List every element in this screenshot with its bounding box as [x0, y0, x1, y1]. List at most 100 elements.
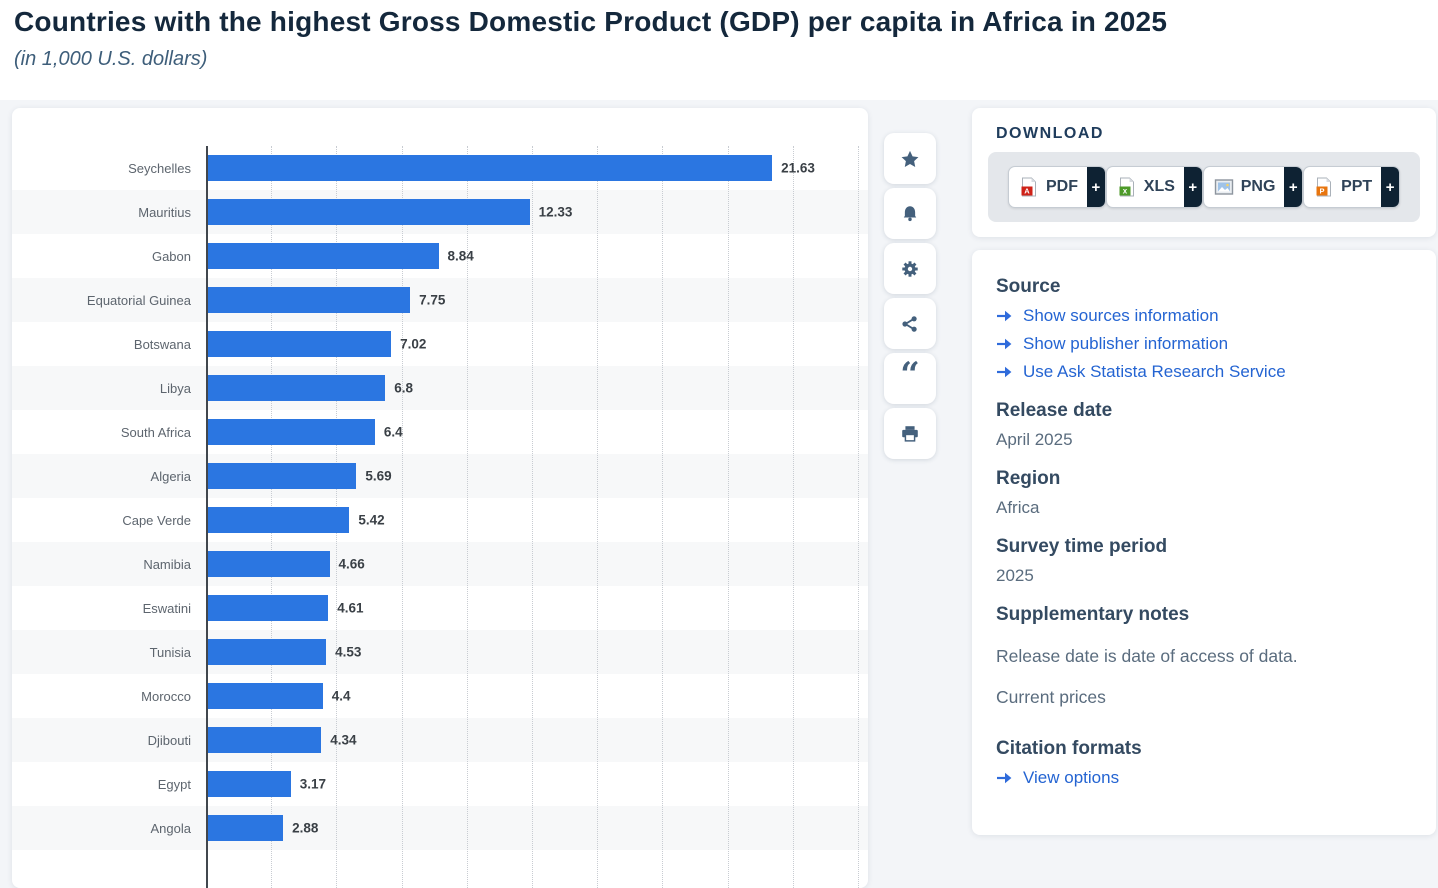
arrow-icon — [997, 772, 1012, 784]
value-label: 2.88 — [292, 820, 319, 836]
plot-area: 4.53 — [206, 630, 858, 674]
chart-row: Equatorial Guinea 7.75 — [12, 278, 868, 322]
pdf-button-body: A PDF — [1009, 167, 1087, 207]
citation-formats-heading: Citation formats — [996, 738, 1142, 759]
ask-statista-link-label: Use Ask Statista Research Service — [1023, 362, 1286, 381]
plot-area: 6.4 — [206, 410, 858, 454]
show-sources-link-label: Show sources information — [1023, 306, 1219, 325]
download-ppt-button[interactable]: P PPT + — [1303, 166, 1400, 208]
supplementary-note: Current prices — [996, 687, 1106, 707]
arrow-icon — [997, 310, 1012, 322]
quote-icon: “ — [900, 354, 920, 395]
chart-row: Tunisia 4.53 — [12, 630, 868, 674]
plot-area: 4.34 — [206, 718, 858, 762]
page-header — [0, 0, 1438, 100]
bar[interactable] — [208, 463, 357, 489]
plot-area: 4.66 — [206, 542, 858, 586]
bar[interactable] — [208, 199, 530, 225]
pdf-plus-button[interactable]: + — [1087, 167, 1105, 207]
category-label: Algeria — [150, 468, 191, 484]
bar[interactable] — [208, 507, 350, 533]
survey-time-period-heading: Survey time period — [996, 536, 1168, 557]
category-label: Angola — [150, 820, 191, 836]
xls-plus-button[interactable]: + — [1183, 167, 1202, 207]
plot-area: 5.69 — [206, 454, 858, 498]
bar[interactable] — [208, 727, 322, 753]
category-label: Cape Verde — [122, 512, 191, 528]
plot-area: 12.33 — [206, 190, 858, 234]
chart-row: Djibouti 4.34 — [12, 718, 868, 762]
bar[interactable] — [208, 155, 773, 181]
value-label: 7.75 — [419, 292, 446, 308]
ppt-file-icon: P — [1316, 177, 1332, 197]
notification-button[interactable] — [884, 188, 936, 239]
bar[interactable] — [208, 331, 392, 357]
ask-statista-link[interactable]: Use Ask Statista Research Service — [996, 362, 1412, 382]
chart-row: Seychelles 21.63 — [12, 146, 868, 190]
gridline — [597, 146, 599, 888]
download-xls-button[interactable]: x XLS + — [1105, 166, 1203, 208]
download-png-button[interactable]: PNG + — [1202, 166, 1304, 208]
bar[interactable] — [208, 595, 329, 621]
release-date-heading: Release date — [996, 400, 1113, 421]
favorite-button[interactable] — [884, 133, 936, 184]
plot-area: 7.75 — [206, 278, 858, 322]
bar[interactable] — [208, 287, 411, 313]
view-options-link-label: View options — [1023, 768, 1120, 787]
gridline — [727, 146, 729, 888]
ppt-plus-button[interactable]: + — [1381, 167, 1399, 207]
plot-area: 3.17 — [206, 762, 858, 806]
bar[interactable] — [208, 771, 291, 797]
page-subtitle: (in 1,000 U.S. dollars) — [14, 48, 208, 70]
region-heading: Region — [996, 468, 1061, 489]
supplementary-note: Release date is date of access of data. — [996, 646, 1298, 666]
png-label: PNG — [1240, 178, 1276, 195]
chart-row: Morocco 4.4 — [12, 674, 868, 718]
arrow-icon — [997, 338, 1012, 350]
value-label: 7.02 — [400, 336, 427, 352]
chart-row: South Africa 6.4 — [12, 410, 868, 454]
chart-card: Seychelles 21.63 Mauritius 12.33 Gabon 8.84 Eq… — [12, 108, 868, 888]
citation-button[interactable]: “ — [884, 353, 936, 404]
view-options-link[interactable]: View options — [996, 768, 1412, 788]
category-label: South Africa — [120, 424, 191, 440]
share-icon — [902, 315, 917, 332]
svg-text:A: A — [1024, 187, 1030, 196]
show-sources-link[interactable]: Show sources information — [996, 306, 1412, 326]
value-label: 21.63 — [781, 160, 815, 176]
plot-area: 5.42 — [206, 498, 858, 542]
chart-row: Algeria 5.69 — [12, 454, 868, 498]
bar[interactable] — [208, 243, 439, 269]
bar[interactable] — [208, 419, 375, 445]
bar[interactable] — [208, 639, 327, 665]
chart-row: Libya 6.8 — [12, 366, 868, 410]
gridline — [858, 146, 859, 888]
value-label: 12.33 — [538, 204, 573, 220]
download-card: DOWNLOAD A PDF + x — [972, 108, 1436, 237]
png-button-body: PNG — [1204, 167, 1285, 207]
bar[interactable] — [208, 375, 386, 401]
xls-button-body: x XLS — [1107, 167, 1184, 207]
value-label: 6.8 — [394, 380, 414, 396]
value-label: 4.66 — [338, 556, 365, 572]
pdf-file-icon: A — [1021, 177, 1036, 197]
png-file-icon — [1214, 179, 1233, 195]
bar[interactable] — [208, 815, 284, 841]
category-label: Seychelles — [128, 160, 191, 176]
printer-icon — [902, 425, 918, 442]
download-pdf-button[interactable]: A PDF + — [1008, 166, 1106, 208]
chart-row: Eswatini 4.61 — [12, 586, 868, 630]
bar[interactable] — [208, 551, 330, 577]
settings-button[interactable] — [884, 243, 936, 294]
svg-text:x: x — [1123, 187, 1128, 196]
png-plus-button[interactable]: + — [1284, 167, 1303, 207]
plot-area: 2.88 — [206, 806, 858, 850]
show-publisher-link[interactable]: Show publisher information — [996, 334, 1412, 354]
share-button[interactable] — [884, 298, 936, 349]
bar[interactable] — [208, 683, 323, 709]
print-button[interactable] — [884, 408, 936, 459]
gridline — [401, 146, 403, 888]
category-label: Namibia — [143, 556, 191, 572]
gridline — [792, 146, 794, 888]
ppt-button-body: P PPT — [1304, 167, 1381, 207]
